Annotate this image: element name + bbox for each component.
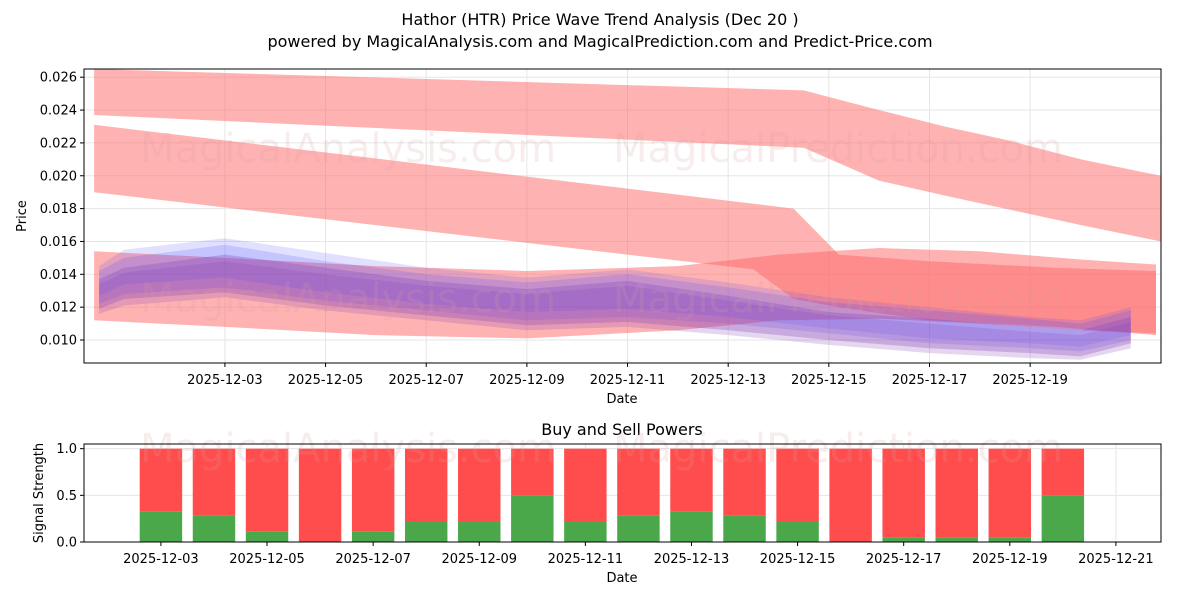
signal-x-tick-label: 2025-12-05 [229, 552, 305, 567]
sell-bar [298, 448, 342, 542]
signal-x-tick-label: 2025-12-09 [441, 552, 517, 567]
price-x-tick-label: 2025-12-15 [791, 373, 867, 388]
sell-bar [564, 448, 607, 522]
signal-x-tick-label: 2025-12-21 [1078, 552, 1154, 567]
sell-bar [829, 448, 872, 542]
price-y-tick-label: 0.018 [40, 202, 77, 217]
price-band-4 [99, 254, 1131, 357]
price-band-3 [99, 244, 1131, 352]
signal-y-axis-label: Signal Strength [32, 443, 47, 543]
signal-x-tick-label: 2025-12-17 [866, 552, 942, 567]
price-band-2 [94, 248, 1157, 339]
signal-x-tick-label: 2025-12-15 [760, 552, 836, 567]
signal-y-tick-label: 0.0 [56, 536, 77, 551]
buy-bar [617, 515, 660, 542]
buy-bar [670, 511, 713, 542]
buy-bar [511, 495, 554, 542]
price-y-tick-label: 0.022 [40, 136, 77, 151]
price-x-tick-label: 2025-12-19 [992, 373, 1068, 388]
price-x-tick-label: 2025-12-11 [590, 373, 666, 388]
price-watermarks: MagicalAnalysis.com MagicalPrediction.co… [140, 126, 1063, 322]
sell-bar [670, 448, 713, 512]
buy-bar [351, 531, 395, 542]
sell-bar [511, 448, 554, 496]
price-y-tick-label: 0.012 [40, 301, 77, 316]
sell-bar [139, 448, 183, 512]
price-y-tick-label: 0.024 [40, 104, 77, 119]
sell-bar [988, 448, 1032, 538]
price-x-tick-label: 2025-12-03 [187, 373, 263, 388]
sell-bar [1041, 448, 1085, 496]
price-y-ticks: 0.010 0.012 0.014 0.016 0.018 0.020 0.022 0.024… [40, 71, 84, 349]
buy-bar [988, 537, 1032, 542]
price-x-tick-label: 2025-12-17 [892, 373, 968, 388]
buy-bar [564, 521, 607, 542]
signal-x-tick-label: 2025-12-11 [548, 552, 624, 567]
chart-subtitle: powered by MagicalAnalysis.com and Magic… [267, 32, 932, 51]
signal-plot-frame [83, 443, 1162, 543]
price-y-tick-label: 0.014 [40, 268, 77, 283]
sell-bar [245, 448, 289, 532]
buy-bar [776, 521, 819, 542]
price-x-tick-label: 2025-12-13 [690, 373, 766, 388]
watermark-analysis-top: MagicalAnalysis.com [140, 126, 556, 172]
sell-bar [617, 448, 660, 516]
watermark-analysis-bottom: MagicalAnalysis.com [140, 426, 556, 472]
signal-x-axis-label: Date [606, 571, 637, 586]
buy-bar [245, 531, 289, 542]
price-x-ticks: 2025-12-03 2025-12-05 2025-12-07 2025-12-09… [187, 363, 1068, 388]
buy-bar [935, 537, 978, 542]
price-band-6 [99, 261, 1131, 360]
price-plot-frame [83, 68, 1162, 364]
signal-y-tick-label: 1.0 [56, 442, 77, 457]
price-y-axis-label: Price [15, 200, 30, 232]
signal-y-tick-label: 0.5 [56, 489, 77, 504]
buy-bar [458, 521, 501, 542]
price-x-tick-label: 2025-12-09 [489, 373, 565, 388]
signal-x-ticks: 2025-12-03 2025-12-05 2025-12-07 2025-12-09… [123, 542, 1154, 567]
buy-bar [1041, 495, 1085, 542]
signal-x-tick-label: 2025-12-13 [654, 552, 730, 567]
sell-bar [458, 448, 501, 522]
chart-title: Hathor (HTR) Price Wave Trend Analysis (… [401, 10, 798, 29]
signal-plot: Buy and Sell Powers MagicalAnalysis.com … [32, 420, 1162, 586]
buy-bar [882, 537, 925, 542]
buy-bar [404, 521, 448, 542]
price-band-0 [94, 69, 1161, 242]
price-band-5 [99, 238, 1131, 347]
price-y-tick-label: 0.016 [40, 235, 77, 250]
signal-x-tick-label: 2025-12-19 [972, 552, 1048, 567]
sell-bar [192, 448, 236, 516]
signal-chart-title: Buy and Sell Powers [541, 420, 703, 439]
watermark-prediction-bottom: MagicalPrediction.com [613, 426, 1063, 472]
sell-bar [404, 448, 448, 522]
price-y-tick-label: 0.026 [40, 71, 77, 86]
signal-x-tick-label: 2025-12-07 [335, 552, 411, 567]
sell-bar [723, 448, 766, 516]
sell-bar [776, 448, 819, 522]
signal-x-tick-label: 2025-12-03 [123, 552, 199, 567]
signal-bars [139, 448, 1085, 542]
watermark-analysis-mid: MagicalAnalysis.com [140, 276, 556, 322]
watermark-prediction-top: MagicalPrediction.com [613, 126, 1063, 172]
sell-bar [935, 448, 978, 538]
buy-bar [192, 515, 236, 542]
price-x-tick-label: 2025-12-07 [388, 373, 464, 388]
sell-bar [882, 448, 925, 538]
buy-bar [723, 515, 766, 542]
price-plot: MagicalAnalysis.com MagicalPrediction.co… [15, 68, 1162, 407]
price-band-group [94, 69, 1161, 360]
sell-bar [351, 448, 395, 532]
price-y-tick-label: 0.010 [40, 334, 77, 349]
price-x-axis-label: Date [606, 392, 637, 407]
signal-y-ticks: 0.0 0.5 1.0 [56, 442, 84, 551]
price-y-tick-label: 0.020 [40, 169, 77, 184]
buy-bar [139, 511, 183, 542]
price-bands [94, 69, 1161, 360]
price-x-tick-label: 2025-12-05 [288, 373, 364, 388]
watermark-prediction-mid: MagicalPrediction.com [613, 276, 1063, 322]
